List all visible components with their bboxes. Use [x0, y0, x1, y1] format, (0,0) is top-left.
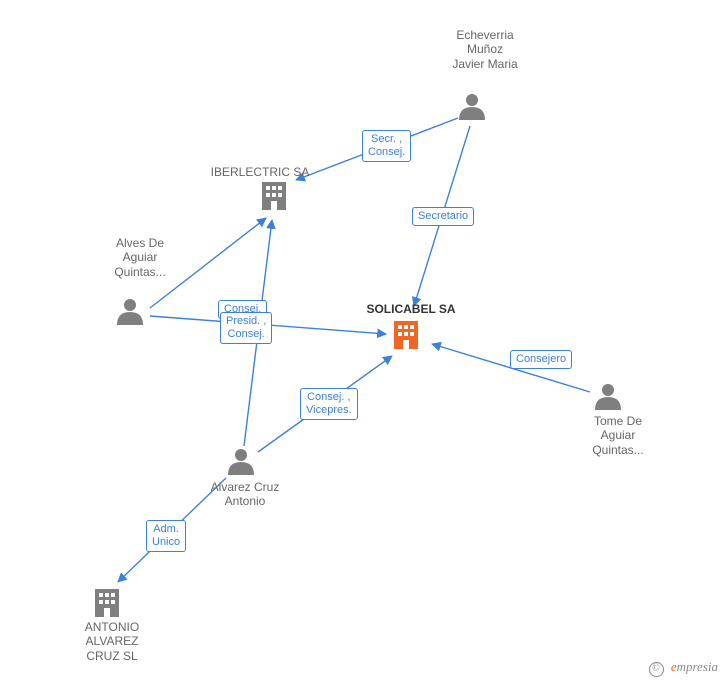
- node-label: Echeverria Muñoz Javier Maria: [440, 28, 530, 71]
- node-label: Tome De Aguiar Quintas...: [578, 414, 658, 457]
- edge-label: Consej. , Vicepres.: [300, 388, 358, 420]
- node-label: Alvarez Cruz Antonio: [200, 480, 290, 509]
- node-label: ANTONIO ALVAREZ CRUZ SL: [77, 620, 147, 663]
- node-label: Alves De Aguiar Quintas...: [100, 236, 180, 279]
- person-icon[interactable]: [228, 449, 254, 475]
- edge-label: Secretario: [412, 207, 474, 226]
- building-icon[interactable]: [262, 182, 286, 210]
- edge-label: Consejero: [510, 350, 572, 369]
- footer-credit: © empresia: [649, 659, 718, 677]
- person-icon[interactable]: [595, 384, 621, 410]
- copyright-symbol: ©: [649, 662, 664, 677]
- node-label: IBERLECTRIC SA: [200, 165, 320, 179]
- building-icon[interactable]: [95, 589, 119, 617]
- brand-rest: mpresia: [677, 659, 718, 674]
- building-icon[interactable]: [394, 321, 418, 349]
- node-label: SOLICABEL SA: [356, 302, 466, 316]
- edge-label: Presid. , Consej.: [220, 312, 272, 344]
- person-icon[interactable]: [459, 94, 485, 120]
- edge-label: Secr. , Consej.: [362, 130, 411, 162]
- network-svg: [0, 0, 728, 685]
- person-icon[interactable]: [117, 299, 143, 325]
- edge-label: Adm. Unico: [146, 520, 186, 552]
